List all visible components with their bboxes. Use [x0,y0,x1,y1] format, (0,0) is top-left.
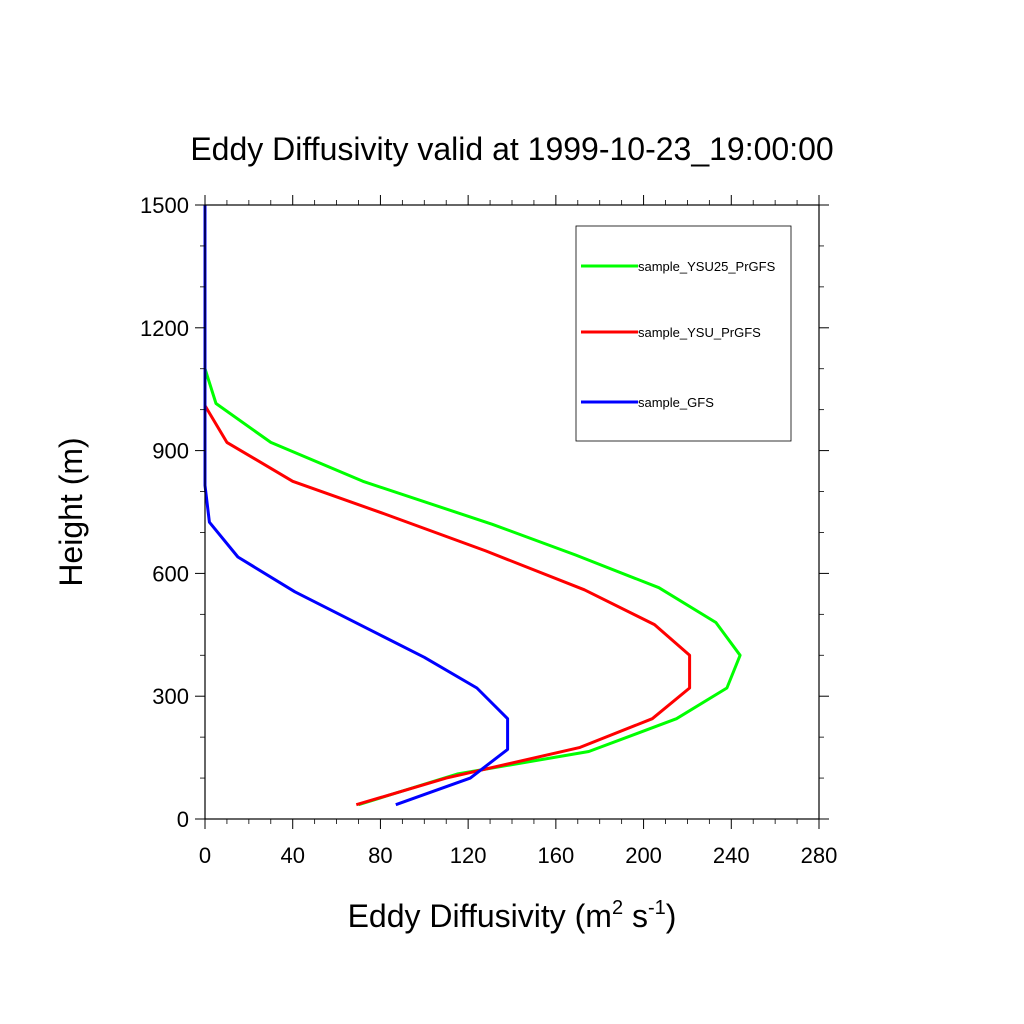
ticks-layer: 0 40 80 120 160 200 240 280 0 300 600 900 1200 1500 [140,193,837,868]
x-axis-label-sup1: 2 [612,897,623,919]
y-tick-label: 300 [152,684,189,709]
y-tick-label: 1200 [140,316,189,341]
y-tick-label: 600 [152,561,189,586]
x-tick-label: 160 [537,843,574,868]
x-tick-label: 80 [368,843,392,868]
y-tick-label: 0 [177,807,189,832]
x-axis-label: Eddy Diffusivity (m2 s-1) [348,897,677,934]
x-axis-label-base: Eddy Diffusivity (m [348,898,612,934]
x-tick-label: 0 [199,843,211,868]
y-tick-label: 900 [152,439,189,464]
x-tick-label: 280 [801,843,838,868]
x-axis-label-sup2: -1 [648,897,666,919]
x-tick-label: 40 [280,843,304,868]
legend: sample_YSU25_PrGFS sample_YSU_PrGFSsample… [575,225,792,442]
x-tick-label: 120 [450,843,487,868]
x-axis-label-mid: s [623,898,648,934]
legend-label-sample_YSU_PrGFS: sample_YSU_PrGFS [638,325,761,340]
y-axis-label: Height (m) [53,437,89,586]
x-tick-label: 200 [625,843,662,868]
x-axis-label-end: ) [666,898,677,934]
legend-label-sample_YSU25_PrGFS: sample_YSU25_PrGFS [638,259,776,274]
x-tick-label: 240 [713,843,750,868]
y-tick-label: 1500 [140,193,189,218]
legend-label-sample_GFS: sample_GFS [638,395,714,410]
chart-title: Eddy Diffusivity valid at 1999-10-23_19:… [190,131,833,167]
